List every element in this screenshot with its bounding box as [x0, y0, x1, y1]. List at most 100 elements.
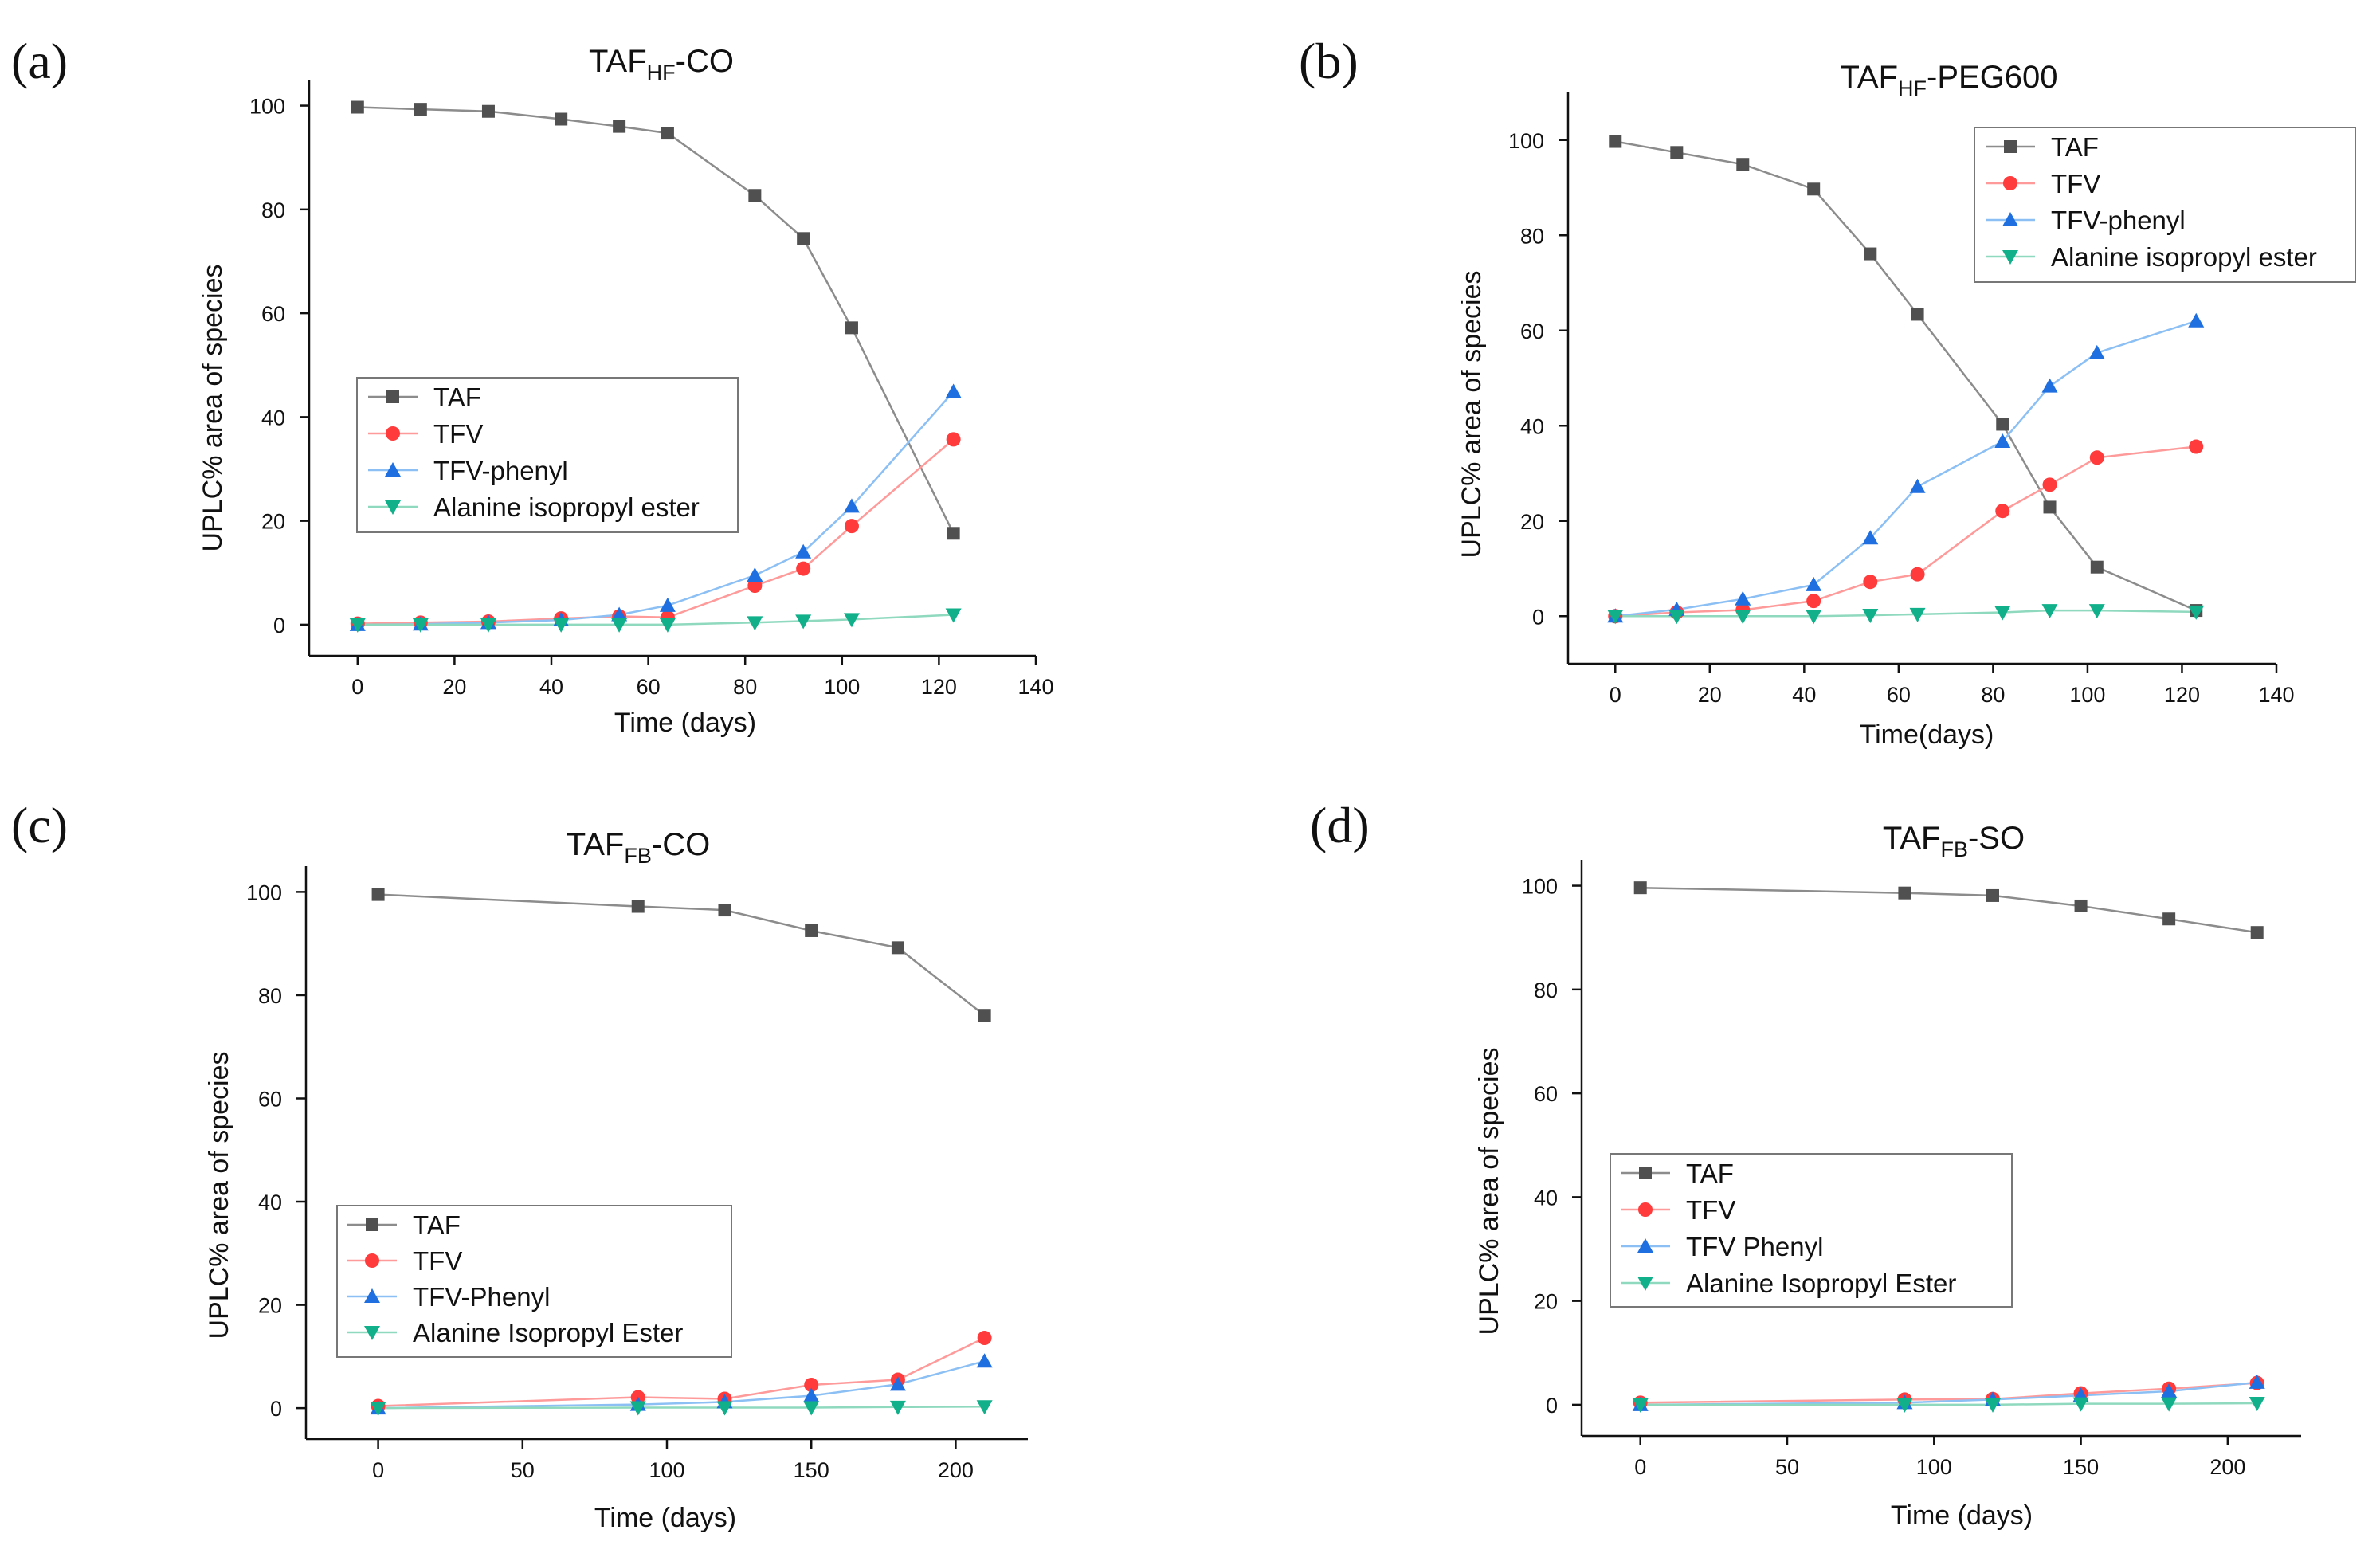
panel-b-legend: TAF TFV TFV-phenyl Alanine isopropyl est… — [1974, 127, 2356, 283]
panel-b-ytick-4: 80 — [1520, 224, 1568, 248]
panel-b-legend-marker-3 — [2002, 250, 2018, 265]
panel-c-point-alanine-1 — [629, 1401, 646, 1416]
panel-d-ytick-1: 20 — [1534, 1290, 1582, 1314]
panel-c-ytick-label-2: 40 — [258, 1190, 282, 1214]
panel-b-points-tfv — [1608, 439, 2204, 624]
panel-b-point-tfv-phenyl-5 — [1909, 478, 1926, 493]
panel-d-line-taf — [1640, 886, 2257, 934]
panel-b-point-tfv-phenyl-8 — [2088, 344, 2105, 359]
panel-d-legend-marker-3 — [1637, 1277, 1653, 1291]
panel-b-xtick-label-2: 40 — [1792, 683, 1816, 707]
panel-a-xtick-5: 100 — [824, 656, 860, 699]
panel-d-ytick-2: 40 — [1534, 1186, 1582, 1210]
panel-c-point-alanine-4 — [889, 1400, 906, 1415]
panel-b-xtick-6: 120 — [2164, 664, 2200, 707]
panel-a-xtick-label-6: 120 — [921, 675, 957, 699]
panel-c-point-taf-5 — [978, 1009, 991, 1022]
panel-b-point-taf-2 — [1736, 158, 1750, 171]
panel-b-ytick-label-0: 0 — [1532, 605, 1544, 629]
panel-a-point-tfv-9 — [946, 432, 961, 447]
panel-b-title: TAFHF-PEG600 — [1840, 60, 2057, 100]
panel-b-xtick-label-4: 80 — [1981, 683, 2005, 707]
panel-b-line-tfv — [1615, 445, 2197, 618]
panel-a-point-taf-6 — [748, 189, 762, 202]
panel-b-ytick-label-1: 20 — [1520, 510, 1544, 534]
panel-a-ytick-label-4: 80 — [261, 198, 285, 222]
panel-d-point-alanine-3 — [2072, 1397, 2089, 1412]
panel-a-xtick-0: 0 — [351, 656, 363, 699]
panel-d-points-taf — [1633, 881, 2264, 939]
panel-a-legend-label-2: TFV-phenyl — [433, 456, 568, 485]
panel-a-point-alanine-3 — [553, 618, 570, 633]
panel-c-xtick-2: 100 — [649, 1439, 685, 1482]
panel-c-ytick-1: 20 — [258, 1294, 306, 1318]
panel-c-title-suffix: -CO — [652, 827, 710, 862]
panel-a-line-taf — [357, 106, 955, 534]
panel-a-point-tfv-phenyl-9 — [945, 383, 962, 398]
panel-a-point-tfv-8 — [844, 519, 859, 534]
panel-a-xtick-label-3: 60 — [637, 675, 661, 699]
panel-b-xlabel: Time(days) — [1860, 720, 1994, 750]
panel-c-ylabel: UPLC% area of species — [204, 1052, 234, 1339]
panel-d-legend-label-0: TAF — [1686, 1159, 1734, 1188]
panel-b-xtick-7: 140 — [2258, 664, 2295, 707]
panel-b-xtick-1: 20 — [1698, 664, 1722, 707]
panel-b-ytick-5: 100 — [1508, 129, 1568, 153]
panel-d-points-alanine — [1632, 1396, 2265, 1413]
panel-a: (a) TAFHF-CO UPLC% area of species Time … — [11, 33, 1054, 738]
panel-c: (c) TAFFB-CO UPLC% area of species Time … — [11, 797, 1028, 1533]
panel-b-point-tfv-phenyl-4 — [1862, 530, 1879, 545]
panel-c-point-taf-1 — [631, 900, 645, 913]
panel-a-legend-marker-3 — [385, 500, 401, 515]
panel-c-ytick-0: 0 — [270, 1397, 306, 1421]
panel-c-xtick-4: 200 — [938, 1439, 974, 1482]
panel-d-title-suffix: -SO — [1968, 821, 2025, 856]
panel-b-xtick-3: 60 — [1887, 664, 1911, 707]
panel-c-xlabel: Time (days) — [594, 1503, 736, 1533]
panel-d-legend-box — [1610, 1153, 2013, 1308]
panel-c-ytick-2: 40 — [258, 1190, 306, 1214]
panel-b-point-alanine-1 — [1668, 610, 1685, 625]
panel-d-title-sub: FB — [1940, 837, 1968, 861]
panel-c-point-tfv-5 — [977, 1331, 992, 1346]
panel-d-legend-label-3: Alanine Isopropyl Ester — [1686, 1269, 1956, 1298]
panel-a-point-alanine-5 — [659, 618, 676, 633]
panel-a-xtick-6: 120 — [921, 656, 957, 699]
panel-a-xtick-1: 20 — [442, 656, 466, 699]
panel-a-xlabel: Time (days) — [614, 708, 756, 738]
panel-b: (b) TAFHF-PEG600 UPLC% area of species T… — [1299, 33, 2356, 750]
panel-b-point-taf-3 — [1807, 182, 1821, 196]
panel-c-xtick-3: 150 — [794, 1439, 829, 1482]
panel-b-legend-marker-1 — [2003, 176, 2017, 190]
panel-d-xtick-2: 100 — [1916, 1436, 1952, 1479]
panel-d-ytick-5: 100 — [1522, 875, 1582, 899]
panel-a-xtick-label-7: 140 — [1017, 675, 1053, 699]
panel-c-line-tfv-phenyl — [378, 1359, 985, 1410]
panel-b-legend-label-3: Alanine isopropyl ester — [2051, 242, 2317, 272]
panel-a-point-taf-1 — [414, 103, 427, 116]
panel-a-point-tfv-phenyl-8 — [843, 498, 860, 513]
panel-b-point-taf-8 — [2090, 560, 2104, 574]
panel-c-legend-marker-1 — [365, 1253, 379, 1268]
panel-d-title-main: TAF — [1883, 821, 1941, 856]
panel-a-ytick-2: 40 — [261, 406, 309, 429]
panel-b-legend-marker-0 — [2004, 140, 2017, 153]
panel-a-point-taf-5 — [661, 127, 674, 140]
panel-b-xtick-label-0: 0 — [1610, 683, 1621, 707]
panel-b-legend-marker-2 — [2002, 212, 2018, 226]
panel-d-ytick-0: 0 — [1546, 1394, 1582, 1418]
panel-d-xtick-label-3: 150 — [2063, 1455, 2099, 1479]
panel-a-xtick-label-4: 80 — [733, 675, 757, 699]
panel-d-ytick-label-1: 20 — [1534, 1290, 1558, 1314]
panel-b-point-tfv-9 — [2189, 439, 2204, 454]
panel-b-legend-label-1: TFV — [2051, 169, 2100, 198]
panel-a-ytick-3: 60 — [261, 302, 309, 326]
panel-a-point-tfv-phenyl-5 — [659, 597, 676, 612]
panel-b-point-tfv-phenyl-2 — [1735, 590, 1751, 606]
panel-d-legend: TAF TFV TFV Phenyl Alanine Isopropyl Est… — [1610, 1153, 2013, 1308]
panel-c-ticks: 0 50 100 150 200 0 20 40 60 80 100 — [246, 881, 974, 1482]
panel-a-xtick-3: 60 — [637, 656, 661, 699]
panel-a-point-tfv-phenyl-7 — [795, 543, 812, 559]
panel-a-ytick-label-1: 20 — [261, 510, 285, 534]
panel-b-plot-area — [1607, 135, 2205, 625]
